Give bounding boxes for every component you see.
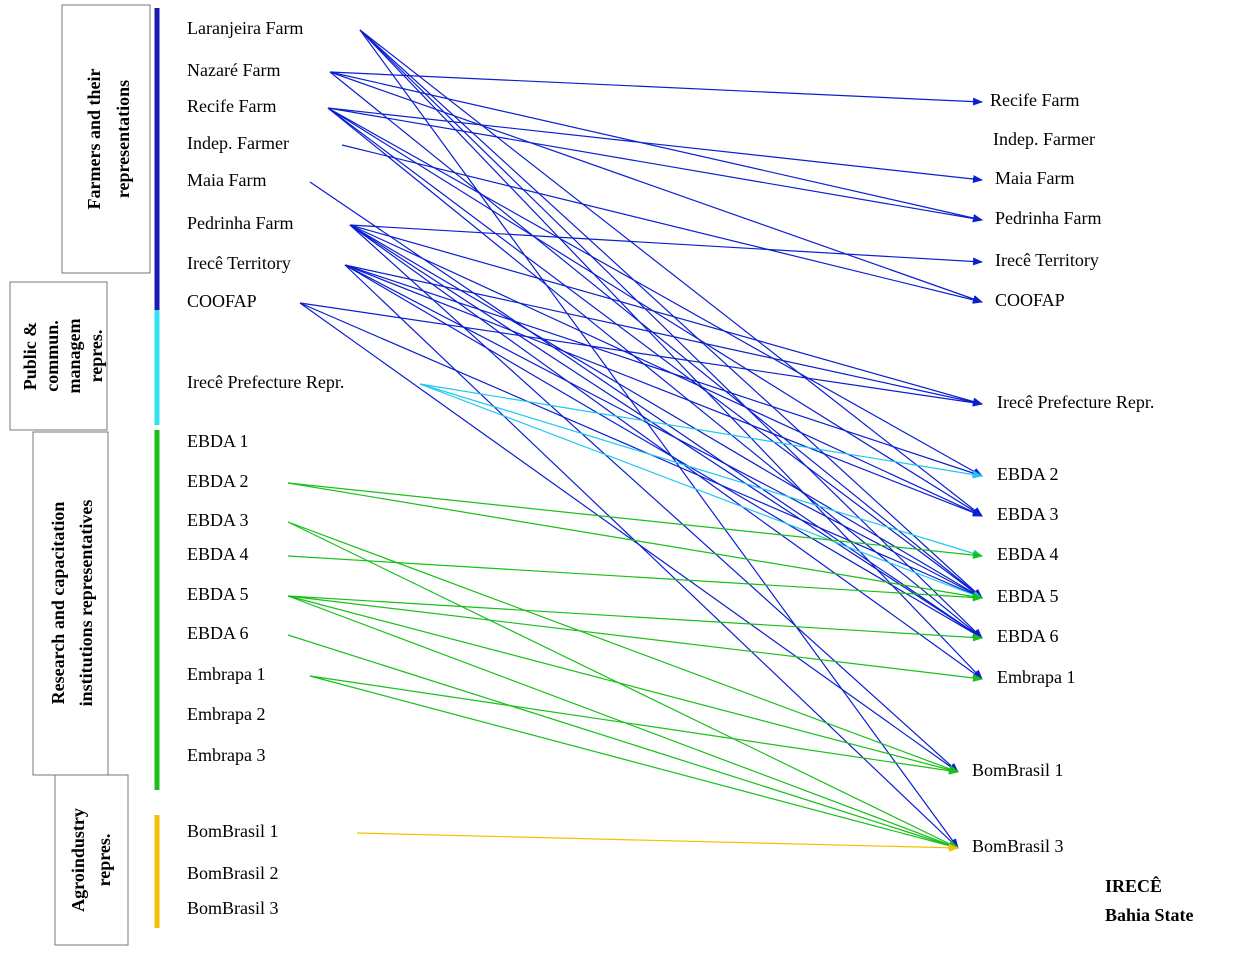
arrow bbox=[419, 383, 983, 599]
footer-place: IRECÊ bbox=[1105, 875, 1162, 896]
arrow bbox=[287, 555, 983, 602]
arrow bbox=[341, 144, 983, 304]
arrow bbox=[359, 29, 983, 599]
source-node: EBDA 6 bbox=[187, 623, 249, 643]
source-node: EBDA 4 bbox=[187, 544, 249, 564]
arrow bbox=[309, 675, 959, 775]
footer-state: Bahia State bbox=[1105, 905, 1194, 925]
source-node: EBDA 1 bbox=[187, 431, 249, 451]
arrow bbox=[344, 264, 983, 477]
arrow bbox=[287, 482, 983, 601]
source-node: BomBrasil 3 bbox=[187, 898, 279, 918]
target-node: BomBrasil 3 bbox=[972, 836, 1064, 856]
arrow bbox=[344, 264, 959, 849]
group-box bbox=[9, 281, 108, 431]
target-node: Maia Farm bbox=[995, 168, 1074, 188]
arrow bbox=[349, 224, 983, 680]
arrow bbox=[359, 29, 983, 517]
arrow bbox=[287, 634, 959, 850]
arrow bbox=[327, 107, 983, 477]
arrow bbox=[344, 264, 983, 517]
arrow bbox=[299, 302, 959, 773]
target-node: Recife Farm bbox=[990, 90, 1079, 110]
arrow bbox=[349, 224, 983, 599]
arrow bbox=[309, 181, 983, 639]
arrow bbox=[287, 521, 959, 773]
source-node: EBDA 2 bbox=[187, 471, 249, 491]
arrow bbox=[349, 224, 983, 406]
source-node: Laranjeira Farm bbox=[187, 18, 303, 38]
source-node: BomBrasil 2 bbox=[187, 863, 279, 883]
arrow bbox=[359, 29, 959, 849]
arrow bbox=[287, 595, 959, 774]
arrow bbox=[299, 302, 983, 599]
group-label: repres. bbox=[86, 330, 106, 383]
group-box bbox=[32, 431, 109, 776]
arrow bbox=[356, 832, 959, 852]
arrow bbox=[327, 107, 983, 223]
target-node: BomBrasil 1 bbox=[972, 760, 1064, 780]
target-node: EBDA 5 bbox=[997, 586, 1059, 606]
target-node: Indep. Farmer bbox=[993, 129, 1095, 149]
arrow bbox=[287, 595, 983, 642]
group-box bbox=[61, 4, 151, 274]
source-node: Maia Farm bbox=[187, 170, 266, 190]
group-label: Agroindustry bbox=[68, 808, 88, 912]
target-node: EBDA 2 bbox=[997, 464, 1059, 484]
source-node: EBDA 5 bbox=[187, 584, 249, 604]
group-label: Research and capacitation bbox=[48, 502, 68, 705]
target-node: Irecê Territory bbox=[995, 250, 1099, 270]
arrow bbox=[287, 595, 983, 682]
arrow bbox=[349, 224, 983, 639]
source-node: Irecê Territory bbox=[187, 253, 291, 273]
arrow bbox=[329, 71, 983, 222]
arrow bbox=[287, 482, 983, 560]
group-label: Public & bbox=[20, 322, 40, 391]
arrow bbox=[349, 224, 983, 266]
target-node: Irecê Prefecture Repr. bbox=[997, 392, 1154, 412]
arrow bbox=[287, 521, 959, 849]
group-label: Farmers and their bbox=[84, 69, 104, 210]
target-node: COOFAP bbox=[995, 290, 1065, 310]
arrow bbox=[329, 71, 983, 106]
arrow bbox=[329, 71, 983, 303]
source-node: EBDA 3 bbox=[187, 510, 249, 530]
group-label: managem bbox=[64, 319, 84, 394]
arrow bbox=[327, 107, 983, 183]
arrow bbox=[344, 264, 983, 639]
source-node: Embrapa 3 bbox=[187, 745, 265, 765]
arrow bbox=[349, 224, 983, 517]
source-node: Irecê Prefecture Repr. bbox=[187, 372, 344, 392]
arrow bbox=[344, 264, 983, 406]
arrow bbox=[349, 224, 959, 773]
source-node: BomBrasil 1 bbox=[187, 821, 279, 841]
arrow bbox=[359, 29, 983, 680]
group-label: commun. bbox=[42, 320, 62, 392]
target-node: EBDA 3 bbox=[997, 504, 1059, 524]
group-label: representations bbox=[113, 80, 133, 198]
source-node: Embrapa 1 bbox=[187, 664, 265, 684]
source-node: COOFAP bbox=[187, 291, 257, 311]
group-label: institutions representatives bbox=[76, 500, 96, 707]
source-node: Recife Farm bbox=[187, 96, 276, 116]
arrow bbox=[327, 107, 983, 639]
target-node: EBDA 4 bbox=[997, 544, 1059, 564]
arrow bbox=[299, 302, 983, 407]
arrow bbox=[344, 264, 983, 599]
source-node: Pedrinha Farm bbox=[187, 213, 293, 233]
group-label: repres. bbox=[94, 834, 114, 887]
source-node: Indep. Farmer bbox=[187, 133, 289, 153]
group-box bbox=[54, 774, 129, 946]
target-node: EBDA 6 bbox=[997, 626, 1059, 646]
source-node: Embrapa 2 bbox=[187, 704, 265, 724]
source-node: Nazaré Farm bbox=[187, 60, 280, 80]
arrow bbox=[329, 71, 983, 599]
arrow bbox=[309, 675, 959, 850]
target-node: Embrapa 1 bbox=[997, 667, 1075, 687]
target-node: Pedrinha Farm bbox=[995, 208, 1101, 228]
arrow bbox=[327, 107, 983, 599]
arrow bbox=[419, 383, 983, 558]
arrow bbox=[419, 383, 983, 479]
